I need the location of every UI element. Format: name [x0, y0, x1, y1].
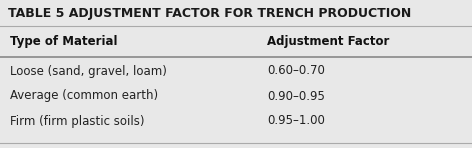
Text: Type of Material: Type of Material	[10, 36, 118, 49]
Text: 0.60–0.70: 0.60–0.70	[267, 65, 325, 78]
Text: 0.95–1.00: 0.95–1.00	[267, 115, 325, 127]
Text: 0.90–0.95: 0.90–0.95	[267, 90, 325, 103]
Text: Average (common earth): Average (common earth)	[10, 90, 158, 103]
Text: Loose (sand, gravel, loam): Loose (sand, gravel, loam)	[10, 65, 167, 78]
Text: TABLE 5 ADJUSTMENT FACTOR FOR TRENCH PRODUCTION: TABLE 5 ADJUSTMENT FACTOR FOR TRENCH PRO…	[8, 8, 411, 21]
Text: Adjustment Factor: Adjustment Factor	[267, 36, 389, 49]
Text: Firm (firm plastic soils): Firm (firm plastic soils)	[10, 115, 144, 127]
